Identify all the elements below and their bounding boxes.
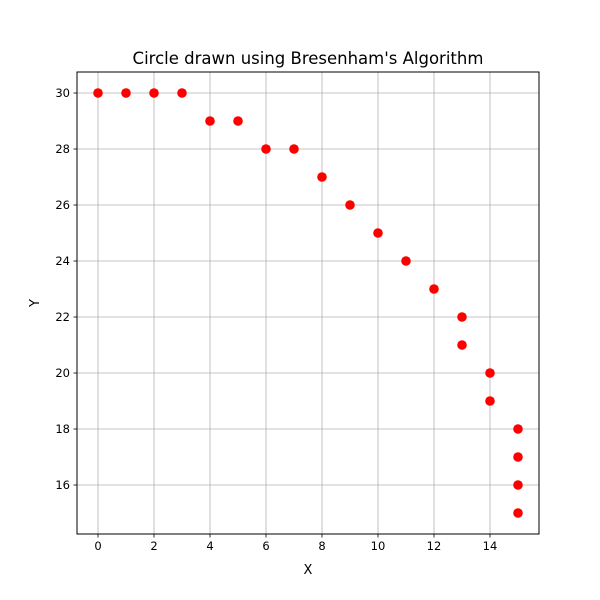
x-tick-label: 12	[427, 539, 442, 553]
data-point	[149, 88, 159, 98]
data-point	[121, 88, 131, 98]
x-tick-label: 10	[371, 539, 386, 553]
data-point	[233, 116, 243, 126]
data-point	[289, 144, 299, 154]
y-tick-label: 24	[55, 254, 70, 268]
data-points	[93, 88, 523, 518]
x-tick-label: 6	[262, 539, 269, 553]
x-tick-label: 4	[206, 539, 213, 553]
y-tick-label: 28	[55, 142, 70, 156]
x-tick-label: 0	[94, 539, 101, 553]
data-point	[373, 228, 383, 238]
y-tick-label: 16	[55, 478, 70, 492]
y-tick-label: 30	[55, 86, 70, 100]
data-point	[457, 340, 467, 350]
x-axis-label: X	[304, 563, 313, 578]
grid	[77, 72, 539, 534]
x-tick-label: 8	[318, 539, 325, 553]
data-point	[513, 480, 523, 490]
data-point	[205, 116, 215, 126]
data-point	[485, 396, 495, 406]
y-tick-label: 18	[55, 422, 70, 436]
x-tick-label: 2	[150, 539, 157, 553]
x-tick-label: 14	[483, 539, 498, 553]
data-point	[261, 144, 271, 154]
data-point	[513, 452, 523, 462]
plot-frame	[76, 71, 540, 535]
data-point	[429, 284, 439, 294]
data-point	[317, 172, 327, 182]
data-point	[401, 256, 411, 266]
chart-title: Circle drawn using Bresenham's Algorithm	[133, 49, 484, 68]
data-point	[93, 88, 103, 98]
y-tick-label: 22	[55, 310, 70, 324]
y-tick-label: 20	[55, 366, 70, 380]
data-point	[485, 368, 495, 378]
data-point	[345, 200, 355, 210]
data-point	[457, 312, 467, 322]
data-point	[177, 88, 187, 98]
y-tick-label: 26	[55, 198, 70, 212]
y-axis-label: Y	[28, 299, 43, 308]
data-point	[513, 424, 523, 434]
data-point	[513, 508, 523, 518]
